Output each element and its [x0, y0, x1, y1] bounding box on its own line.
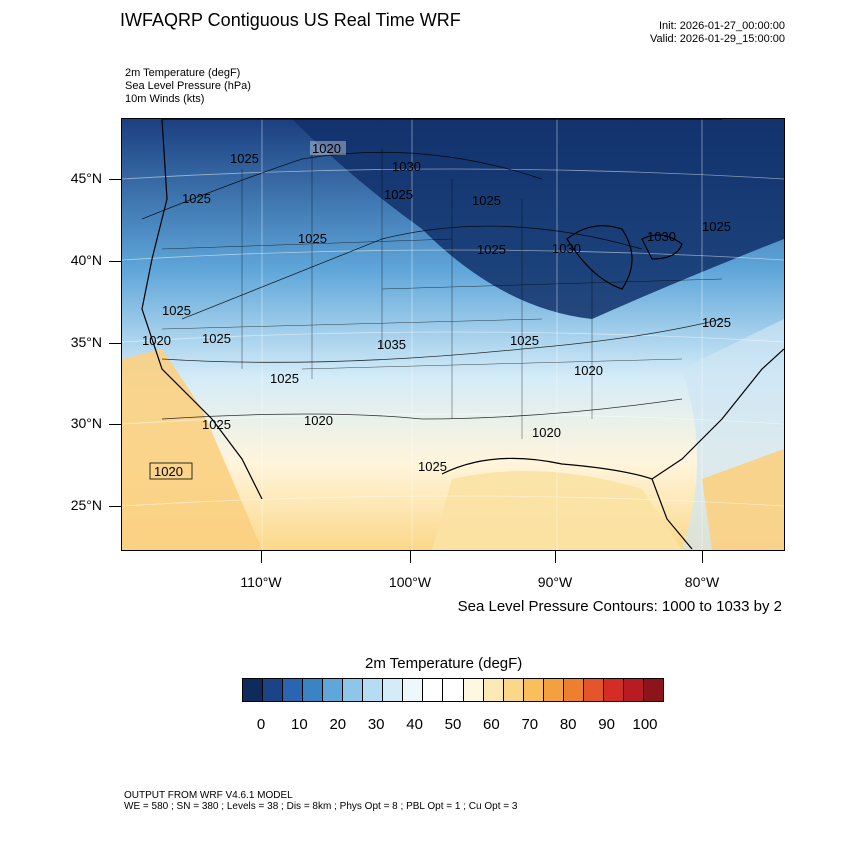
colorbar-label: 0 [256, 716, 266, 733]
isobar-label: 1035 [377, 337, 406, 352]
map-panel: 1020 1025 1025 1025 1030 1025 1025 1025 … [121, 118, 785, 551]
init-time: Init: 2026-01-27_00:00:00 [659, 20, 785, 32]
colorbar-segment [583, 679, 604, 701]
temperature-map: 1020 1025 1025 1025 1030 1025 1025 1025 … [121, 118, 785, 550]
isobar-label: 1020 [312, 141, 341, 156]
lat-label-25: 25°N [70, 497, 102, 513]
lon-tick [555, 551, 556, 563]
isobar-label: 1025 [298, 231, 327, 246]
lon-label-100w: 100°W [388, 574, 432, 590]
colorbar-label: 10 [291, 716, 308, 733]
isobar-label: 1025 [270, 371, 299, 386]
lat-label-40: 40°N [70, 252, 102, 268]
colorbar-segment [383, 679, 404, 701]
isobar-label: 1030 [552, 241, 581, 256]
isobar-label: 1025 [202, 417, 231, 432]
colorbar-segment [463, 679, 484, 701]
colorbar-segment [403, 679, 424, 701]
isobar-label: 1025 [702, 315, 731, 330]
lat-label-35: 35°N [70, 334, 102, 350]
field-label-pressure: Sea Level Pressure (hPa) [125, 80, 251, 92]
model-output-line: OUTPUT FROM WRF V4.6.1 MODEL [124, 790, 293, 801]
isobar-label: 1025 [477, 242, 506, 257]
lon-tick [702, 551, 703, 563]
isobar-label: 1020 [304, 413, 333, 428]
lat-tick [109, 261, 121, 262]
lat-tick [109, 179, 121, 180]
colorbar-segment [303, 679, 324, 701]
isobar-label: 1025 [472, 193, 501, 208]
colorbar-segment [243, 679, 264, 701]
colorbar-segment [563, 679, 584, 701]
colorbar-title: 2m Temperature (degF) [365, 655, 523, 672]
valid-time: Valid: 2026-01-29_15:00:00 [650, 33, 785, 45]
isobar-label: 1025 [702, 219, 731, 234]
isobar-label: 1020 [154, 464, 183, 479]
lon-label-80w: 80°W [684, 574, 720, 590]
colorbar-segment [283, 679, 304, 701]
colorbar-label: 70 [521, 716, 539, 733]
colorbar-segment [363, 679, 384, 701]
isobar-labels: 1020 1025 1025 1025 1030 1025 1025 1025 … [142, 141, 731, 480]
isobar-label: 1025 [510, 333, 539, 348]
lat-tick [109, 506, 121, 507]
colorbar-label: 40 [406, 716, 423, 733]
colorbar-label: 100 [632, 716, 658, 733]
slp-contour-caption: Sea Level Pressure Contours: 1000 to 103… [457, 598, 782, 615]
lon-tick [410, 551, 411, 563]
isobar-label: 1025 [182, 191, 211, 206]
isobar-label: 1020 [532, 425, 561, 440]
isobar-label: 1020 [574, 363, 603, 378]
model-config-line: WE = 580 ; SN = 380 ; Levels = 38 ; Dis … [124, 801, 518, 812]
lat-label-45: 45°N [70, 170, 102, 186]
colorbar-label: 20 [329, 716, 347, 733]
colorbar-segment [423, 679, 444, 701]
isobar-label: 1025 [418, 459, 447, 474]
isobar-label: 1030 [392, 159, 421, 174]
isobar-label: 1030 [647, 229, 676, 244]
colorbar-segment [543, 679, 564, 701]
colorbar-segment [263, 679, 284, 701]
lat-tick [109, 343, 121, 344]
colorbar-segment [523, 679, 544, 701]
colorbar-segment [323, 679, 344, 701]
colorbar-label: 80 [559, 716, 577, 733]
field-label-winds: 10m Winds (kts) [125, 93, 205, 105]
colorbar-label: 90 [598, 716, 615, 733]
lon-label-110w: 110°W [240, 574, 282, 590]
lat-label-30: 30°N [70, 415, 102, 431]
isobar-label: 1025 [384, 187, 413, 202]
lon-label-90w: 90°W [537, 574, 573, 590]
colorbar-segment [643, 679, 663, 701]
isobar-label: 1025 [162, 303, 191, 318]
lon-tick [261, 551, 262, 563]
colorbar-segment [343, 679, 364, 701]
colorbar-label: 50 [444, 716, 462, 733]
isobar-label: 1020 [142, 333, 171, 348]
isobar-label: 1025 [230, 151, 259, 166]
colorbar-label: 30 [367, 716, 385, 733]
colorbar-segment [503, 679, 524, 701]
temperature-colorbar [242, 678, 664, 702]
colorbar-segment [483, 679, 504, 701]
colorbar-segment [623, 679, 644, 701]
map-title: IWFAQRP Contiguous US Real Time WRF [120, 10, 461, 30]
lat-tick [109, 424, 121, 425]
colorbar-segment [443, 679, 464, 701]
isobar-label: 1025 [202, 331, 231, 346]
field-label-temperature: 2m Temperature (degF) [125, 67, 241, 79]
colorbar-segment [603, 679, 624, 701]
colorbar-label: 60 [483, 716, 500, 733]
